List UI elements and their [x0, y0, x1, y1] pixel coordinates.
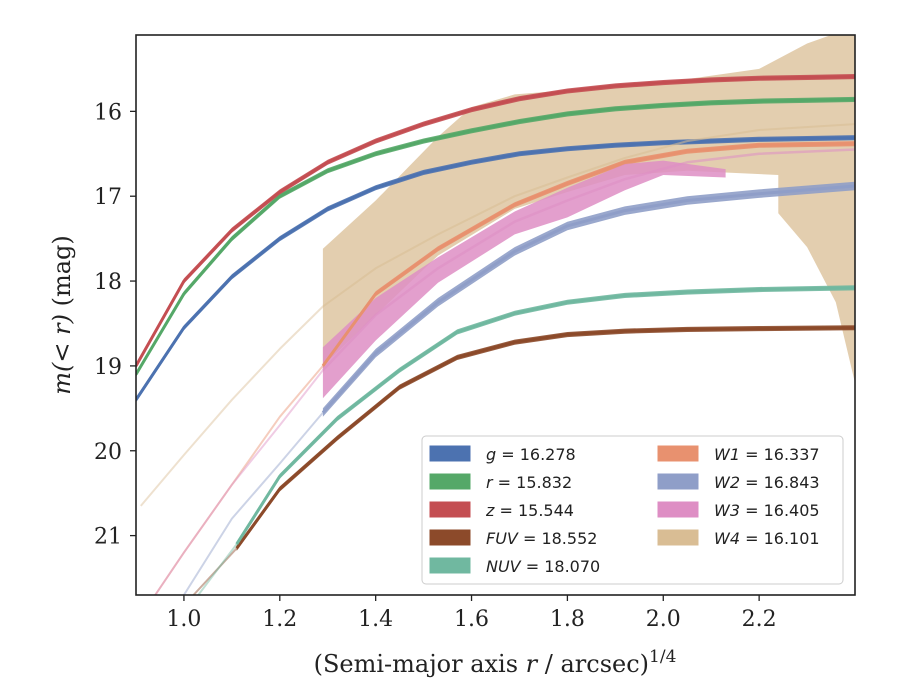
legend-swatch: [429, 445, 471, 462]
x-axis-ticks: 1.0 1.2 1.4 1.6 1.8 2.0 2.2: [166, 595, 777, 632]
legend-swatch: [429, 473, 471, 490]
legend-label: z = 15.544: [485, 501, 574, 520]
legend-swatch: [429, 501, 471, 518]
y-tick-label: 17: [94, 185, 122, 210]
legend-label: FUV = 18.552: [486, 529, 597, 548]
y-tick-label: 19: [94, 355, 122, 380]
series-band-7: [322, 160, 726, 399]
y-axis-label: m(< r) (mag): [48, 235, 76, 395]
legend-items: g = 16.278 r = 15.832 z = 15.544 FUV = 18.5…: [429, 445, 820, 576]
axes-frame: [135, 34, 856, 596]
series-lines: [136, 75, 855, 595]
series-band-8: [322, 35, 855, 383]
series-line-6: [321, 184, 855, 414]
legend-label: NUV = 18.070: [486, 557, 600, 576]
legend-swatch: [429, 557, 471, 574]
y-tick-label: 20: [94, 440, 122, 465]
legend-swatch: [657, 501, 699, 518]
series-line-faint-6: [183, 411, 324, 595]
x-tick-label: 2.0: [646, 607, 681, 632]
series-line-faint-8: [140, 305, 324, 507]
series-line-1: [136, 98, 855, 376]
series-line-5: [321, 142, 855, 367]
y-tick-label: 18: [94, 270, 122, 295]
legend-label: W1 = 16.337: [714, 445, 820, 464]
legend-swatch: [657, 529, 699, 546]
legend-swatch: [429, 529, 471, 546]
series-line-4: [235, 286, 855, 545]
legend-box: [421, 435, 844, 585]
legend-label: W3 = 16.405: [714, 501, 820, 520]
series-line-faint-4: [197, 543, 238, 595]
x-tick-label: 1.2: [262, 607, 297, 632]
plot-area: [136, 35, 855, 595]
legend-swatch: [657, 473, 699, 490]
series-line-faint-3: [192, 547, 238, 595]
x-tick-label: 1.8: [550, 607, 585, 632]
legend-label: g = 16.278: [486, 445, 576, 464]
y-tick-label: 16: [94, 100, 122, 125]
legend-label: r = 15.832: [486, 473, 572, 492]
series-line-7: [321, 148, 855, 372]
series-line-faint-5: [154, 365, 324, 595]
y-tick-label: 21: [94, 525, 122, 550]
legend: g = 16.278 r = 15.832 z = 15.544 FUV = 18.5…: [421, 435, 844, 585]
series-line-0: [136, 136, 855, 401]
series-line-3: [235, 326, 855, 550]
legend-label: W2 = 16.843: [714, 473, 820, 492]
legend-label: W4 = 16.101: [714, 529, 820, 548]
series-line-8: [322, 123, 855, 308]
x-tick-label: 1.0: [166, 607, 201, 632]
y-axis-ticks: 16 17 18 19 20 21: [94, 100, 136, 550]
series-line-faint-7: [154, 369, 324, 595]
x-tick-label: 1.4: [358, 607, 393, 632]
series-line-2: [136, 75, 855, 367]
x-axis-label: (Semi-major axis r / arcsec)1/4: [314, 647, 677, 678]
legend-swatch: [657, 445, 699, 462]
x-tick-label: 1.6: [454, 607, 489, 632]
x-tick-label: 2.2: [742, 607, 777, 632]
